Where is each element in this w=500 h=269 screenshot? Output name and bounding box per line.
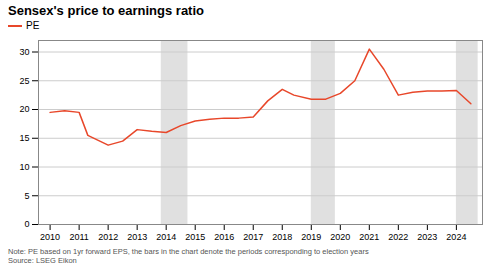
svg-text:2024: 2024 <box>446 232 466 242</box>
svg-text:2017: 2017 <box>243 232 263 242</box>
svg-text:2015: 2015 <box>185 232 205 242</box>
svg-text:2013: 2013 <box>127 232 147 242</box>
svg-text:30: 30 <box>19 47 29 57</box>
svg-text:2020: 2020 <box>330 232 350 242</box>
svg-text:0: 0 <box>24 219 29 229</box>
svg-text:2023: 2023 <box>417 232 437 242</box>
svg-text:2021: 2021 <box>359 232 379 242</box>
svg-text:2011: 2011 <box>69 232 88 242</box>
svg-text:2018: 2018 <box>272 232 292 242</box>
html-text:Sensex's price to earnings rat: Sensex's price to earnings ratio <box>8 3 204 18</box>
svg-text:2012: 2012 <box>98 232 118 242</box>
html-text:Note: PE based on 1yr forward: Note: PE based on 1yr forward EPS, the b… <box>8 247 369 256</box>
html-text:Source: LSEG Eikon: Source: LSEG Eikon <box>8 256 77 266</box>
svg-text:10: 10 <box>19 162 29 172</box>
svg-text:2010: 2010 <box>40 232 60 242</box>
svg-text:15: 15 <box>19 133 29 143</box>
svg-text:20: 20 <box>19 104 29 114</box>
html-text:PE: PE <box>26 20 40 31</box>
svg-text:2016: 2016 <box>214 232 234 242</box>
svg-text:5: 5 <box>24 191 29 201</box>
svg-text:2019: 2019 <box>301 232 321 242</box>
svg-text:2014: 2014 <box>156 232 176 242</box>
svg-text:2022: 2022 <box>388 232 408 242</box>
svg-text:25: 25 <box>19 76 29 86</box>
